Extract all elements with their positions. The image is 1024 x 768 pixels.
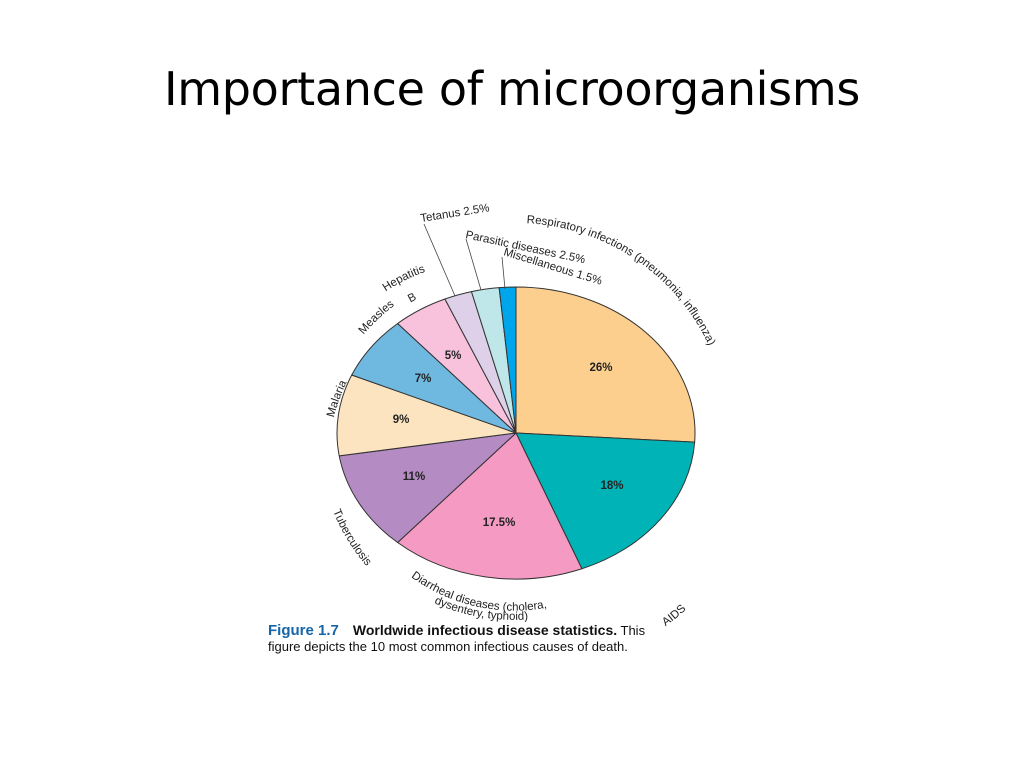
value-label-measles: 7% bbox=[415, 373, 432, 385]
pie-slice-respiratory bbox=[515, 286, 696, 443]
category-label-tetanus: Tetanus 2.5% bbox=[420, 202, 491, 225]
value-label-tuberculosis: 11% bbox=[403, 471, 425, 483]
figure-caption: Figure 1.7 Worldwide infectious disease s… bbox=[268, 622, 788, 655]
caption-text-line2: figure depicts the 10 most common infect… bbox=[268, 639, 628, 654]
pie-slice-tuberculosis bbox=[338, 432, 517, 544]
pie-slice-malaria bbox=[336, 374, 517, 457]
leader-lines bbox=[423, 223, 506, 297]
figure-label: Figure 1.7 bbox=[268, 622, 339, 639]
leader-line-parasitic bbox=[465, 238, 482, 291]
pie-slice-miscellaneous bbox=[498, 286, 517, 434]
pie-slice-aids bbox=[515, 432, 696, 570]
category-label-tuberculosis: Tuberculosis bbox=[330, 508, 373, 569]
value-label-malaria: 9% bbox=[393, 414, 410, 426]
caption-title: Worldwide infectious disease statistics. bbox=[352, 622, 618, 638]
pie-slice-diarrheal bbox=[397, 432, 583, 580]
value-label-aids: 18% bbox=[600, 480, 623, 492]
category-label-hepatitis-line1: Hepatitis bbox=[381, 263, 427, 294]
caption-text-start: This bbox=[620, 623, 646, 638]
leader-line-miscellaneous bbox=[501, 256, 506, 290]
value-labels: 26% 18% 17.5% 11% 9% 7% 5% bbox=[393, 350, 624, 529]
value-label-hepatitis: 5% bbox=[445, 350, 462, 362]
category-label-hepatitis-line2: B bbox=[406, 291, 419, 305]
leader-line-tetanus bbox=[423, 223, 456, 297]
pie-slices bbox=[336, 286, 696, 580]
slide-title: Importance of microorganisms bbox=[163, 62, 861, 116]
value-label-diarrheal: 17.5% bbox=[483, 517, 516, 529]
value-label-respiratory: 26% bbox=[589, 362, 612, 374]
